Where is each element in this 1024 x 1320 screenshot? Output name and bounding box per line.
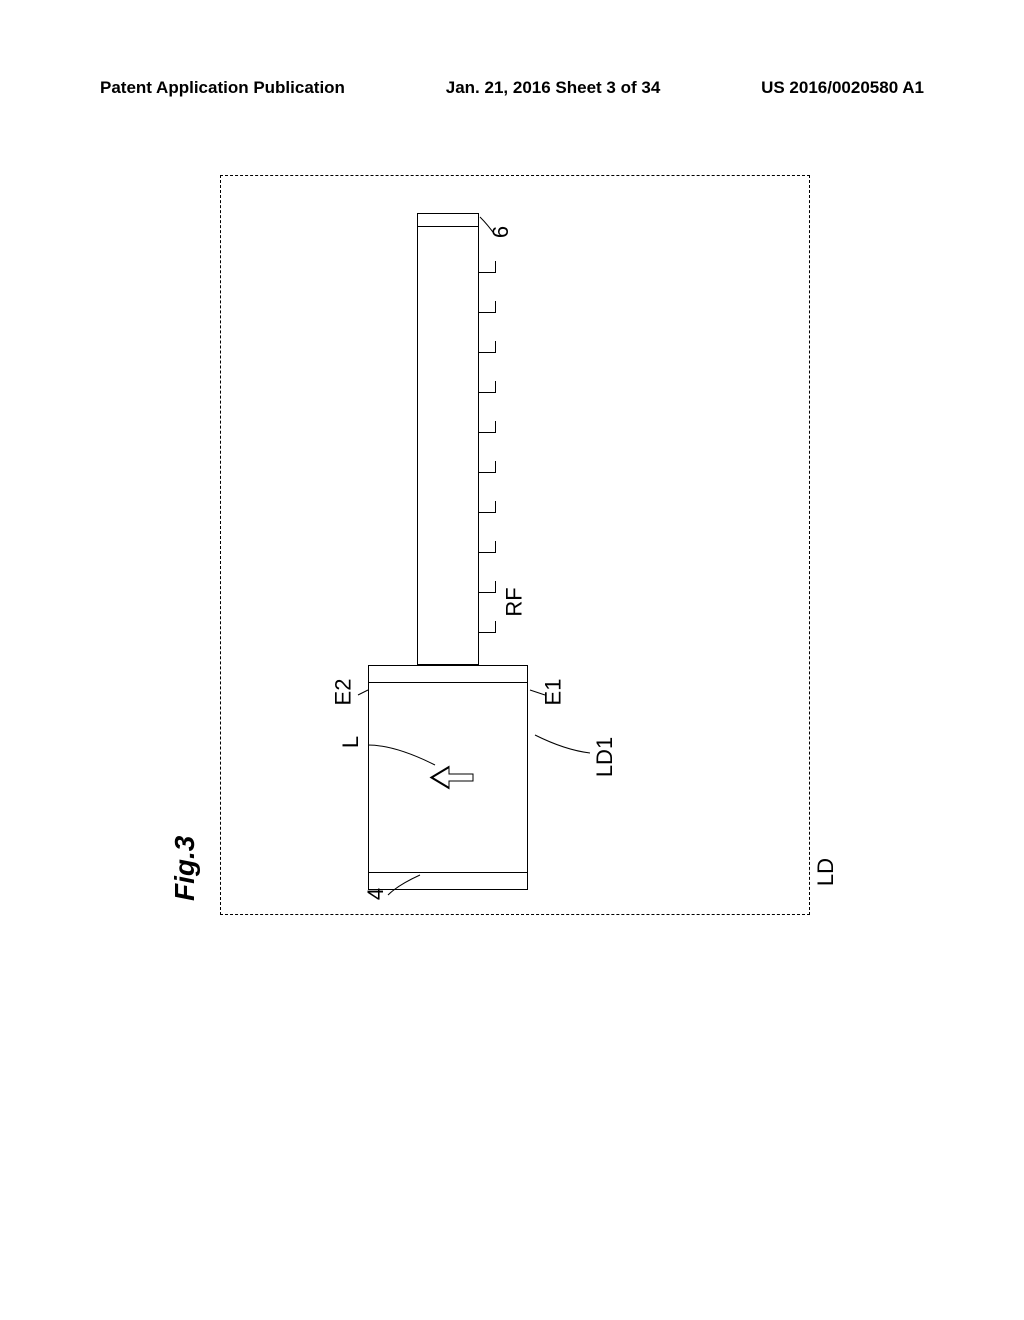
label-rf: RF [502, 587, 528, 616]
gain-region-inner-line-bottom [368, 872, 528, 873]
grating-tooth [478, 541, 496, 553]
grating-tooth [478, 381, 496, 393]
grating-tooth [478, 621, 496, 633]
label-6: 6 [488, 226, 514, 238]
grating-tooth [478, 581, 496, 593]
grating-tooth [478, 301, 496, 313]
diagram-container: 4 L E2 E1 LD1 RF 6 LD [220, 175, 810, 915]
label-ld1: LD1 [592, 737, 618, 777]
header-publication: Patent Application Publication [100, 78, 345, 98]
grating-tooth [478, 341, 496, 353]
waveguide-inner-line [417, 226, 479, 227]
figure-label: Fig.3 [169, 836, 201, 901]
header-patent-number: US 2016/0020580 A1 [761, 78, 924, 98]
light-arrow [430, 758, 475, 782]
label-ld: LD [813, 858, 839, 886]
grating-tooth [478, 501, 496, 513]
header-date-sheet: Jan. 21, 2016 Sheet 3 of 34 [446, 78, 661, 98]
page-header: Patent Application Publication Jan. 21, … [0, 78, 1024, 98]
gain-region-inner-line-top [368, 682, 528, 683]
grating-tooth [478, 261, 496, 273]
waveguide-box [417, 213, 479, 665]
label-light: L [338, 736, 364, 748]
grating-tooth [478, 461, 496, 473]
label-4: 4 [363, 888, 389, 900]
label-e2: E2 [330, 679, 356, 706]
label-e1: E1 [540, 679, 566, 706]
grating-tooth [478, 421, 496, 433]
